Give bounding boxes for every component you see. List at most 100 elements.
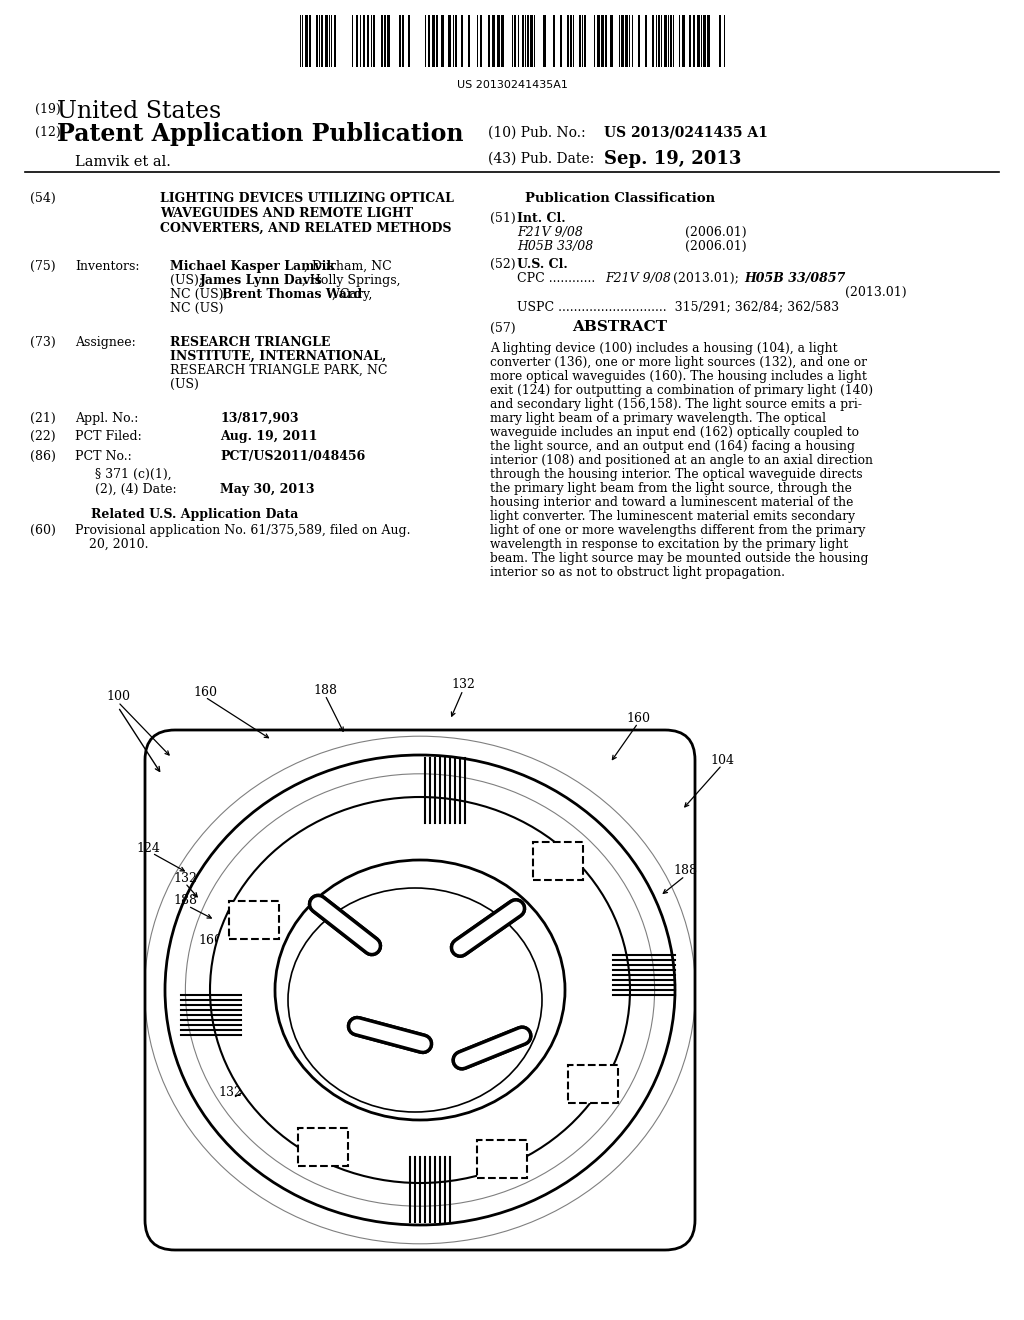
Text: the light source, and an output end (164) facing a housing: the light source, and an output end (164… <box>490 440 855 453</box>
Text: the primary light beam from the light source, through the: the primary light beam from the light so… <box>490 482 852 495</box>
Text: light converter. The luminescent material emits secondary: light converter. The luminescent materia… <box>490 510 855 523</box>
Text: mary light beam of a primary wavelength. The optical: mary light beam of a primary wavelength.… <box>490 412 826 425</box>
Text: United States: United States <box>57 100 221 123</box>
Bar <box>468 15 470 67</box>
Text: 132: 132 <box>173 871 197 884</box>
Ellipse shape <box>210 797 630 1183</box>
Text: Int. Cl.: Int. Cl. <box>517 213 565 224</box>
Text: PCT/US2011/048456: PCT/US2011/048456 <box>220 450 366 463</box>
Text: (2006.01): (2006.01) <box>685 240 746 253</box>
Bar <box>362 15 365 67</box>
Text: interior (108) and positioned at an angle to an axial direction: interior (108) and positioned at an angl… <box>490 454 873 467</box>
Text: and secondary light (156,158). The light source emits a pri-: and secondary light (156,158). The light… <box>490 399 862 411</box>
Bar <box>621 15 624 67</box>
Bar <box>305 15 308 67</box>
Bar <box>682 15 685 67</box>
Bar <box>298 1129 348 1167</box>
Text: exit (124) for outputting a combination of primary light (140): exit (124) for outputting a combination … <box>490 384 873 397</box>
Text: (73): (73) <box>30 337 55 348</box>
Text: (52): (52) <box>490 257 516 271</box>
Bar <box>316 15 318 67</box>
Text: light of one or more wavelengths different from the primary: light of one or more wavelengths differe… <box>490 524 865 537</box>
Bar <box>501 15 504 67</box>
Bar <box>325 15 328 67</box>
Bar <box>309 15 311 67</box>
Text: 132: 132 <box>218 1085 242 1098</box>
Text: , Durham, NC: , Durham, NC <box>304 260 392 273</box>
Bar <box>530 15 534 67</box>
Bar <box>334 15 336 67</box>
Text: (60): (60) <box>30 524 56 537</box>
Text: 13/817,903: 13/817,903 <box>220 412 299 425</box>
Bar <box>638 15 640 67</box>
Text: INSTITUTE, INTERNATIONAL,: INSTITUTE, INTERNATIONAL, <box>170 350 386 363</box>
Text: 104: 104 <box>710 754 734 767</box>
Text: 132: 132 <box>451 678 475 692</box>
Bar <box>408 15 410 67</box>
Text: 188: 188 <box>673 863 697 876</box>
Text: LIGHTING DEVICES UTILIZING OPTICAL: LIGHTING DEVICES UTILIZING OPTICAL <box>160 191 454 205</box>
Bar <box>597 15 600 67</box>
Bar <box>534 842 583 879</box>
Text: Aug. 19, 2011: Aug. 19, 2011 <box>220 430 317 444</box>
Text: PCT Filed:: PCT Filed: <box>75 430 141 444</box>
Bar <box>707 15 710 67</box>
Text: 100: 100 <box>106 690 130 704</box>
Bar <box>384 15 386 67</box>
Bar <box>658 15 660 67</box>
Bar <box>579 15 581 67</box>
Text: USPC ............................  315/291; 362/84; 362/583: USPC ............................ 315/29… <box>517 300 839 313</box>
Bar <box>428 15 430 67</box>
Bar <box>543 15 546 67</box>
Text: (12): (12) <box>35 125 60 139</box>
Bar <box>399 15 401 67</box>
Text: § 371 (c)(1),: § 371 (c)(1), <box>95 469 172 480</box>
Text: (54): (54) <box>30 191 55 205</box>
Bar <box>461 15 463 67</box>
Text: H05B 33/0857: H05B 33/0857 <box>744 272 846 285</box>
Text: NC (US): NC (US) <box>170 302 223 315</box>
Bar <box>703 15 706 67</box>
Text: US 2013/0241435 A1: US 2013/0241435 A1 <box>604 125 768 140</box>
Text: wavelength in response to excitation by the primary light: wavelength in response to excitation by … <box>490 539 848 550</box>
Text: 160: 160 <box>626 711 650 725</box>
Bar <box>356 15 358 67</box>
Text: (2013.01);: (2013.01); <box>673 272 739 285</box>
Text: Brent Thomas Ward: Brent Thomas Ward <box>222 288 362 301</box>
Text: 188: 188 <box>458 1126 482 1138</box>
Bar <box>553 15 555 67</box>
Bar <box>568 1065 618 1104</box>
Bar <box>402 15 404 67</box>
Text: (10) Pub. No.:: (10) Pub. No.: <box>488 125 586 140</box>
Bar <box>570 15 572 67</box>
Text: F21V 9/08: F21V 9/08 <box>517 226 583 239</box>
Text: (US): (US) <box>170 378 199 391</box>
Text: waveguide includes an input end (162) optically coupled to: waveguide includes an input end (162) op… <box>490 426 859 440</box>
Text: (US);: (US); <box>170 275 207 286</box>
Bar <box>480 15 482 67</box>
Bar <box>455 15 457 67</box>
Text: (22): (22) <box>30 430 55 444</box>
Text: H05B 33/08: H05B 33/08 <box>517 240 593 253</box>
Bar <box>432 15 435 67</box>
Text: , Cary,: , Cary, <box>332 288 373 301</box>
Text: (43) Pub. Date:: (43) Pub. Date: <box>488 152 594 166</box>
Text: PCT No.:: PCT No.: <box>75 450 132 463</box>
Bar <box>689 15 691 67</box>
Text: RESEARCH TRIANGLE PARK, NC: RESEARCH TRIANGLE PARK, NC <box>170 364 387 378</box>
Bar <box>601 15 604 67</box>
Text: Inventors:: Inventors: <box>75 260 139 273</box>
Text: (21): (21) <box>30 412 55 425</box>
Text: A lighting device (100) includes a housing (104), a light: A lighting device (100) includes a housi… <box>490 342 838 355</box>
Text: (2), (4) Date:: (2), (4) Date: <box>95 483 176 496</box>
Text: NC (US);: NC (US); <box>170 288 231 301</box>
Text: 112: 112 <box>381 1106 404 1118</box>
Text: 160: 160 <box>198 933 222 946</box>
Bar <box>436 15 438 67</box>
Text: (2013.01): (2013.01) <box>845 286 906 300</box>
Bar <box>488 15 490 67</box>
Text: (51): (51) <box>490 213 516 224</box>
Bar <box>584 15 586 67</box>
Text: interior so as not to obstruct light propagation.: interior so as not to obstruct light pro… <box>490 566 785 579</box>
Text: CPC ............: CPC ............ <box>517 272 595 285</box>
